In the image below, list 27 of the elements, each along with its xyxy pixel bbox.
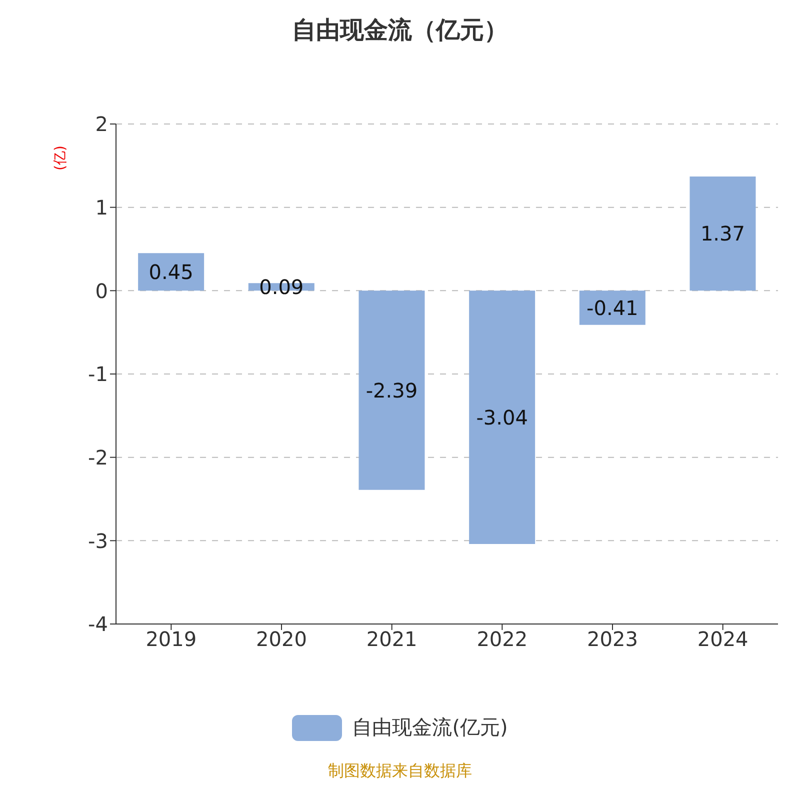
bar [579, 290, 646, 325]
y-tick-label: 0 [95, 278, 108, 303]
y-tick-label: -2 [88, 445, 108, 470]
data-label: -0.41 [586, 296, 638, 320]
data-label: 1.37 [700, 222, 745, 246]
bar [690, 176, 756, 291]
bar [138, 253, 204, 291]
y-tick-label: -3 [88, 528, 108, 553]
y-axis-title: (亿) [51, 146, 70, 170]
x-tick-label: 2019 [146, 627, 197, 652]
x-tick-label: 2023 [587, 627, 638, 652]
y-tick-label: 1 [95, 195, 108, 220]
y-tick-label: 2 [95, 112, 108, 136]
x-tick-label: 2022 [476, 627, 528, 652]
chart-title: 自由现金流（亿元） [291, 15, 509, 46]
x-tick-label: 2024 [697, 627, 748, 652]
text: 制图数据来自数据库 [327, 761, 473, 782]
x-tick-label: 2021 [366, 627, 418, 652]
y-tick-label: -1 [88, 362, 108, 386]
legend-label: 自由现金流(亿元) [351, 714, 508, 741]
data-label: -3.04 [476, 405, 528, 430]
bar [469, 290, 536, 544]
data-label: 0.45 [148, 260, 194, 284]
x-tick-label: 2020 [256, 627, 307, 652]
y-tick-label: -4 [88, 612, 108, 636]
data-label: -2.39 [366, 378, 418, 402]
bar [358, 290, 425, 490]
